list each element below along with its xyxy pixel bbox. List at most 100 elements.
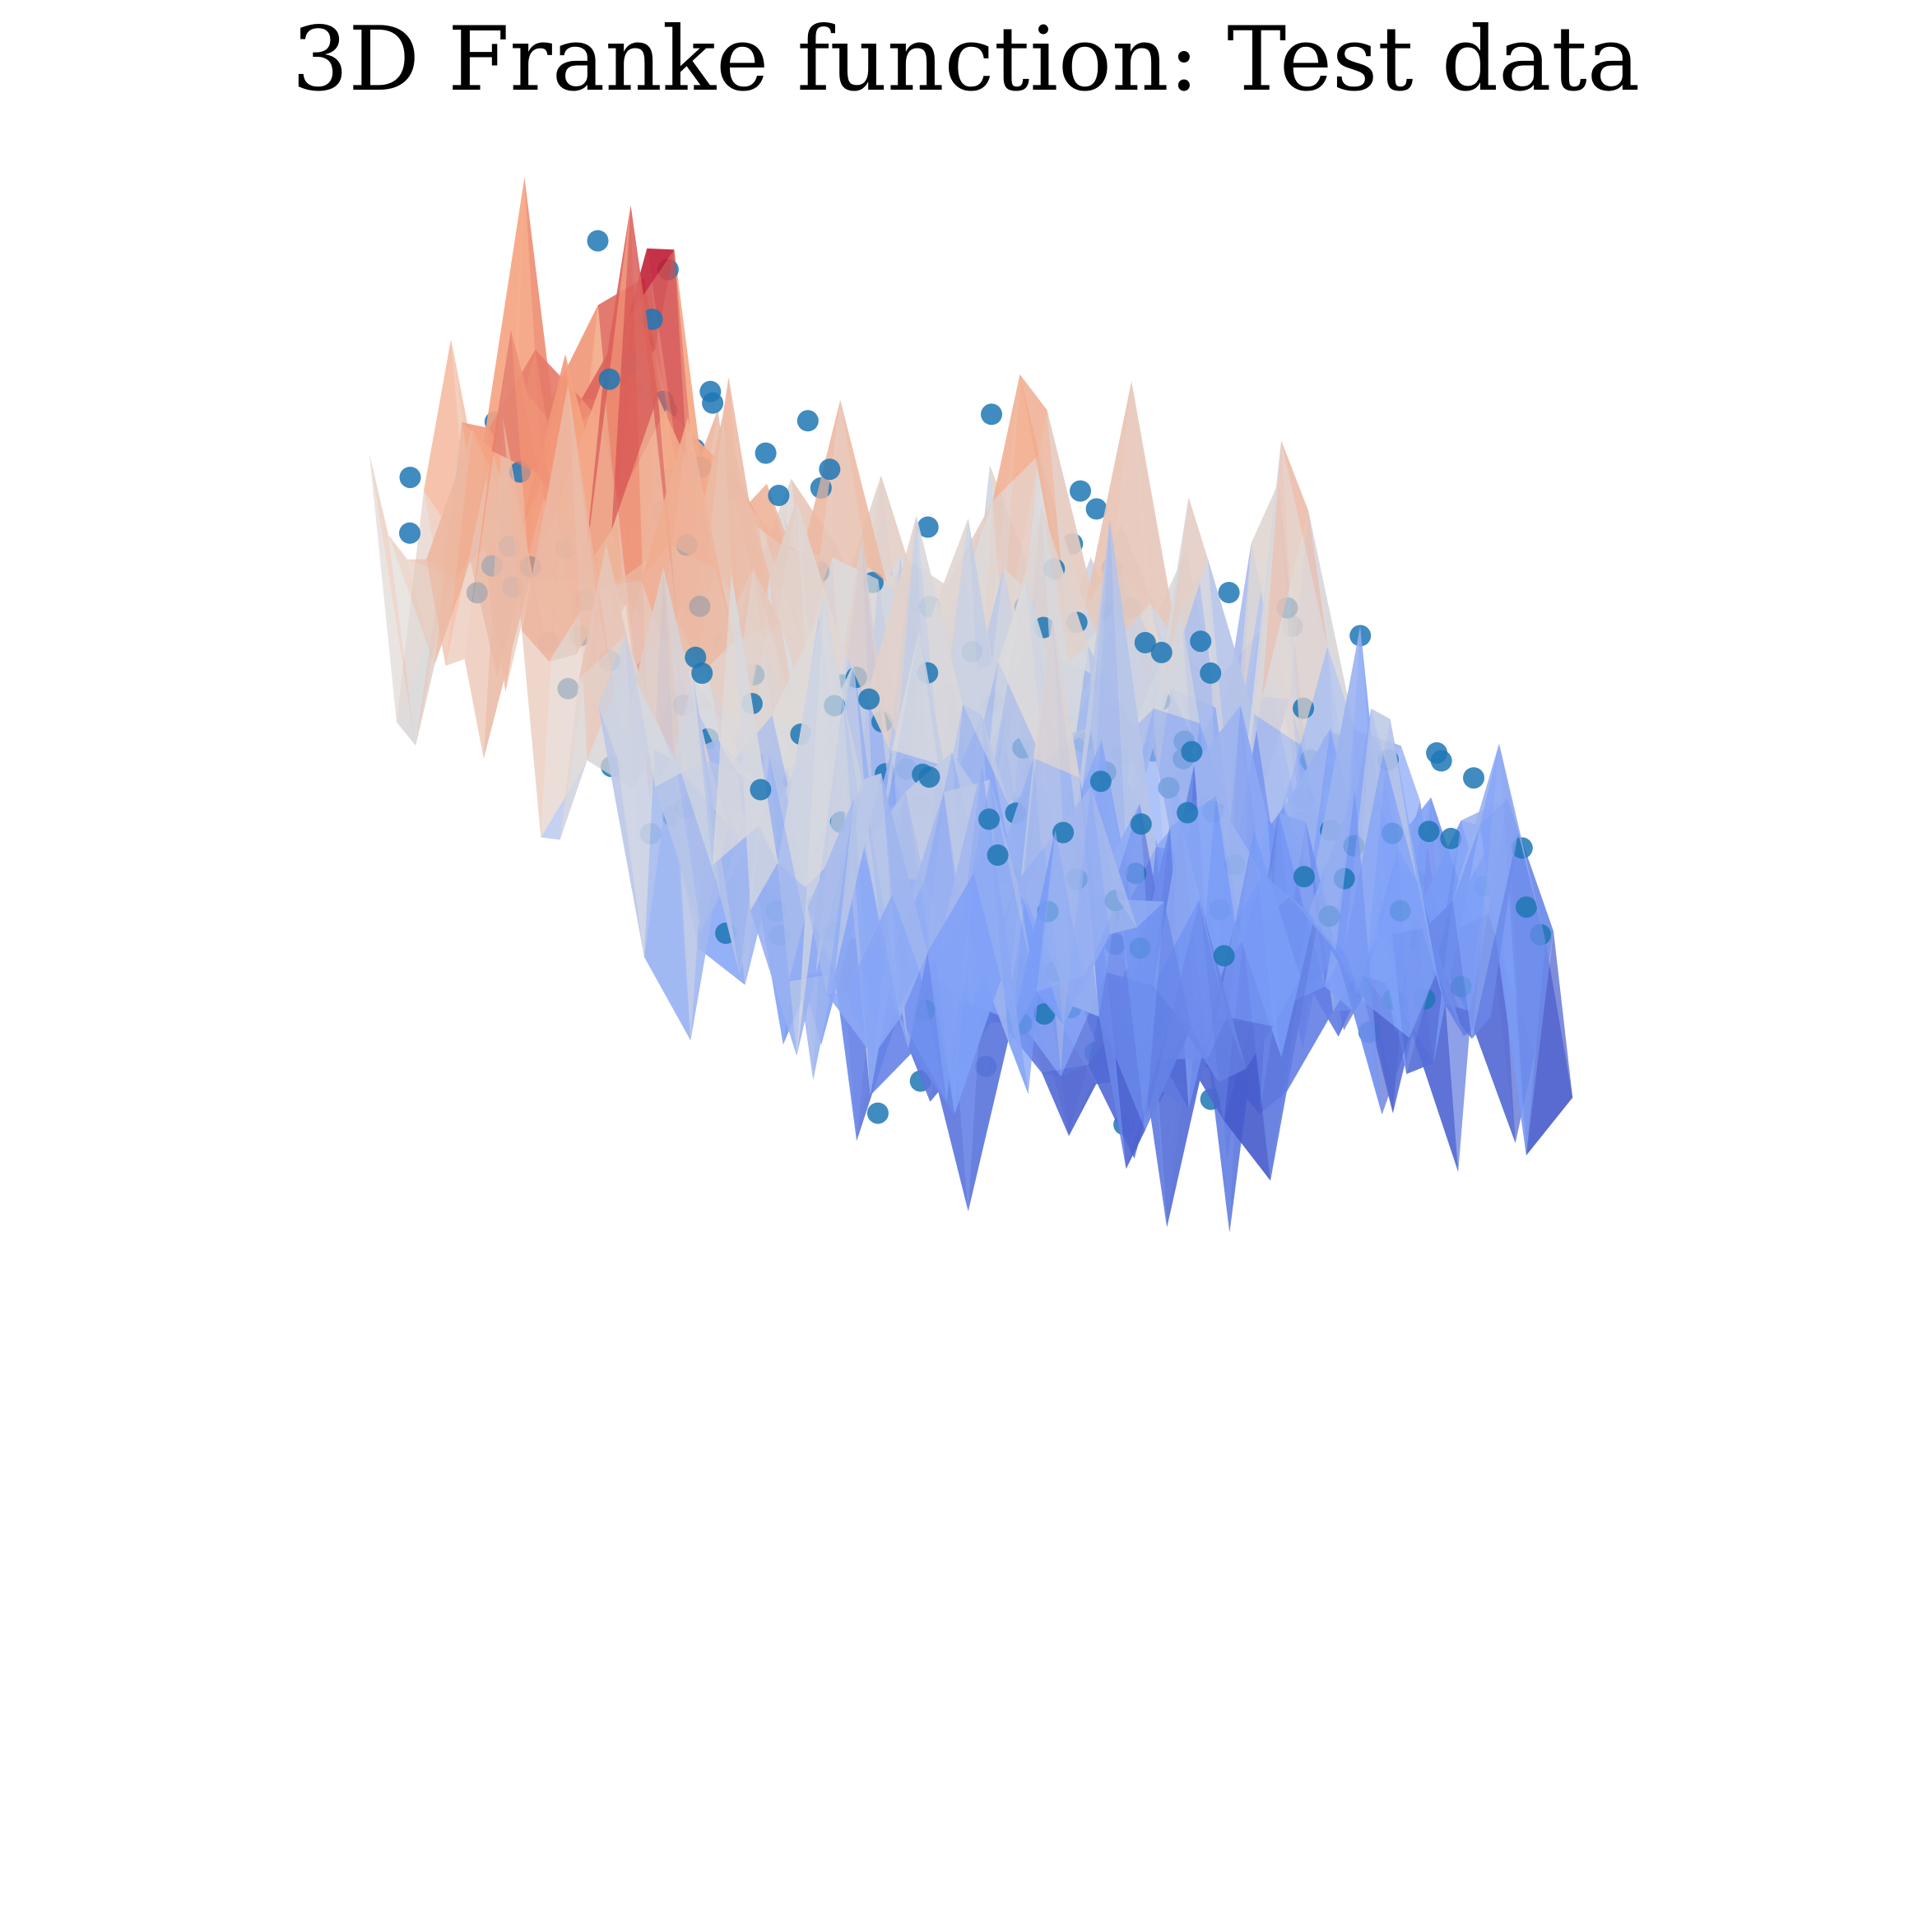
surface-facet (1414, 821, 1461, 937)
surface-facet (963, 704, 1010, 806)
surface-facet (655, 751, 702, 933)
surface-facet (870, 515, 917, 749)
surface-facet (1308, 511, 1355, 731)
surface-facet (1390, 718, 1437, 974)
test-data-point (1516, 896, 1537, 918)
surface-facet (1240, 705, 1287, 1092)
surface-facet (1036, 830, 1083, 993)
test-data-point (587, 230, 609, 252)
test-data-point (1190, 630, 1212, 653)
surface-facet (1047, 410, 1094, 620)
surface-facet (1227, 1016, 1274, 1069)
surface-facet (905, 752, 952, 880)
surface-facet (990, 779, 1037, 993)
surface-facet (1284, 728, 1331, 870)
test-data-point (1089, 770, 1112, 793)
surface-facet (611, 205, 658, 531)
surface-facet (597, 705, 644, 957)
surface-facet (739, 483, 786, 549)
surface-facet (998, 661, 1045, 909)
test-data-point (866, 1102, 889, 1124)
surface-facet (992, 374, 1039, 501)
test-data-point (1134, 631, 1156, 653)
test-data-point (987, 844, 1009, 866)
surface-facet (1145, 901, 1191, 1131)
test-data-point (1181, 741, 1203, 763)
surface-facet (674, 677, 721, 895)
surface-facet (845, 895, 893, 1057)
surface-facet (1526, 940, 1573, 1155)
surface-facet (1172, 898, 1219, 1082)
test-data-point (768, 485, 790, 506)
surface-facet (1093, 803, 1140, 892)
surface-facet (388, 534, 435, 746)
surface-facet (1452, 743, 1499, 901)
surface-facet (772, 616, 819, 800)
test-data-point (691, 662, 713, 684)
test-data-point (1218, 582, 1240, 603)
surface-facet (578, 635, 625, 706)
surface-facet (1033, 618, 1080, 779)
surface-facet (606, 544, 653, 749)
surface-facet (998, 579, 1045, 764)
test-data-point (598, 368, 620, 390)
surface-facet (1308, 789, 1355, 951)
surface-facet (1069, 1027, 1116, 1137)
surface-facet (1042, 507, 1089, 662)
test-data-point (1463, 767, 1484, 789)
surface-facet (369, 453, 416, 746)
surface-facet (1134, 609, 1181, 728)
surface-facet (687, 416, 735, 668)
surface-facet (1281, 440, 1328, 647)
surface-facet (426, 429, 473, 667)
surface-facet (464, 330, 511, 659)
test-data-point (1418, 821, 1440, 843)
surface-facet (369, 453, 416, 746)
surface-facet (560, 544, 606, 840)
surface-facet (674, 249, 721, 611)
surface-facet (518, 354, 565, 537)
test-data-point (796, 410, 819, 432)
surface-facet (674, 751, 721, 933)
surface-facet (1098, 899, 1145, 1131)
test-data-point (1033, 1003, 1056, 1025)
test-data-point (1052, 821, 1075, 844)
surface-facet (1142, 497, 1189, 787)
test-data-point (1426, 742, 1448, 764)
test-data-point (702, 392, 724, 414)
surface-facet (739, 513, 786, 549)
surface-facet (1188, 923, 1235, 1110)
surface-facet (1131, 381, 1178, 641)
surface-facet (1498, 743, 1546, 941)
surface-facet (1254, 830, 1301, 1027)
test-data-point (399, 522, 420, 544)
test-data-point (755, 442, 777, 464)
surface-facet (1090, 787, 1137, 934)
surface-facet (807, 798, 854, 994)
surface-facet (1254, 714, 1301, 840)
test-data-point (1150, 641, 1173, 663)
surface-facet (1281, 860, 1328, 1058)
surface-facet (1471, 833, 1518, 1039)
surface-facet (1234, 440, 1282, 857)
surface-facet (522, 384, 569, 662)
test-data-point (1130, 813, 1152, 835)
surface-facet (840, 399, 887, 583)
surface-facet (900, 969, 947, 1103)
test-data-point (1177, 802, 1199, 824)
surface-facet (897, 792, 944, 937)
surface-facet (636, 567, 683, 773)
test-data-point (750, 779, 772, 801)
surface-facet (936, 765, 982, 960)
test-data-point (1200, 662, 1222, 684)
surface-facet (1153, 609, 1200, 723)
surface-facet (1471, 743, 1518, 1039)
surface-group (369, 177, 1573, 1233)
test-data-point (1293, 866, 1315, 888)
surface-facet (845, 895, 893, 993)
surface-facet (578, 544, 625, 679)
surface-facet (1262, 873, 1309, 913)
test-data-point (981, 403, 1002, 425)
test-data-point (1440, 827, 1462, 849)
surface-facet (1371, 709, 1418, 883)
